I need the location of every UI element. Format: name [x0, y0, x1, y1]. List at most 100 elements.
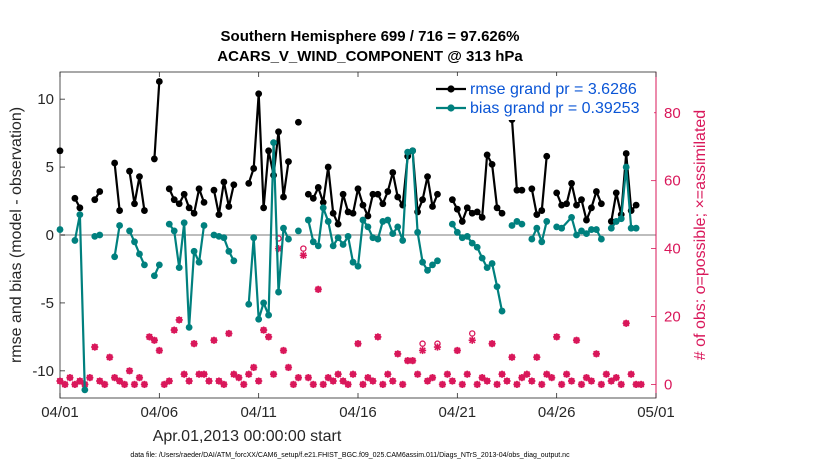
bias-point: [190, 247, 198, 255]
obs-assimilated-marker: [130, 380, 139, 389]
obs-possible-marker: [468, 330, 476, 337]
obs-assimilated-marker: [463, 370, 471, 378]
rmse-point: [131, 200, 138, 208]
obs-assimilated-stroke: [493, 381, 501, 388]
rmse-point: [230, 181, 238, 189]
rmse-point: [528, 185, 536, 193]
obs-count-series: [56, 235, 645, 389]
obs-assimilated-marker: [423, 377, 432, 385]
obs-assimilated-marker: [86, 374, 94, 382]
bias-point: [488, 260, 496, 267]
y-tick-label: 10: [37, 91, 54, 108]
obs-assimilated-stroke: [116, 377, 123, 385]
obs-assimilated-marker: [66, 374, 74, 382]
obs-assimilated-stroke: [478, 374, 486, 381]
obs-assimilated-marker: [508, 353, 516, 361]
obs-assimilated-stroke: [185, 377, 193, 385]
obs-assimilated-marker: [443, 370, 451, 378]
bias-point: [573, 231, 580, 239]
bias-point: [463, 232, 471, 240]
obs-assimilated-stroke: [265, 333, 272, 341]
obs-assimilated-marker: [111, 374, 119, 382]
legend: rmse grand pr = 3.6286 bias grand pr = 0…: [434, 76, 654, 120]
obs-assimilated-marker: [528, 377, 536, 385]
obs-assimilated-marker: [150, 336, 158, 344]
obs-assimilated-marker: [125, 367, 134, 375]
obs-possible-marker: [300, 245, 307, 252]
obs-assimilated-marker: [538, 380, 546, 389]
obs-assimilated-marker: [190, 340, 198, 348]
rmse-point: [329, 209, 337, 217]
rmse-point: [463, 204, 471, 212]
bias-point: [339, 241, 347, 248]
rmse-point: [593, 188, 600, 195]
obs-assimilated-stroke: [563, 370, 570, 378]
bias-point: [56, 226, 64, 233]
rmse-point: [170, 196, 178, 204]
x-tick-label: 04/16: [339, 404, 377, 421]
obs-assimilated-stroke: [156, 347, 163, 354]
obs-assimilated-stroke: [315, 286, 322, 293]
obs-assimilated-marker: [483, 377, 491, 385]
obs-assimilated-stroke: [459, 381, 466, 388]
rmse-point: [141, 207, 148, 214]
rmse-point: [136, 173, 143, 180]
rmse-point: [394, 193, 402, 201]
obs-assimilated-marker: [394, 350, 402, 358]
rmse-point: [478, 213, 486, 221]
obs-assimilated-stroke: [195, 370, 203, 378]
obs-assimilated-stroke: [379, 381, 387, 388]
bias-point: [285, 235, 292, 243]
bias-point: [632, 224, 640, 232]
chart-title-line2: ACARS_V_WIND_COMPONENT @ 313 hPa: [217, 48, 523, 65]
obs-assimilated-marker: [374, 333, 382, 341]
bias-point: [513, 218, 521, 225]
obs-assimilated-marker: [309, 380, 317, 389]
y-right-tick-label: 40: [664, 241, 681, 258]
obs-assimilated-stroke: [324, 374, 332, 381]
bias-point: [354, 262, 362, 270]
obs-assimilated-marker: [567, 377, 576, 385]
x-tick-label: 04/11: [240, 404, 276, 421]
obs-assimilated-stroke: [488, 340, 496, 347]
bias-point: [136, 250, 143, 258]
obs-assimilated-marker: [101, 380, 109, 389]
rmse-point: [533, 211, 541, 219]
bias-line: [113, 225, 121, 257]
obs-assimilated-marker: [255, 377, 263, 385]
obs-assimilated-stroke: [523, 370, 531, 378]
legend-box: [434, 76, 654, 120]
obs-assimilated-stroke: [166, 377, 173, 385]
obs-assimilated-stroke: [56, 377, 64, 385]
rmse-point: [225, 203, 233, 210]
obs-assimilated-marker: [379, 380, 387, 389]
obs-assimilated-stroke: [349, 370, 357, 378]
bias-point: [483, 264, 491, 271]
rmse-line: [153, 81, 161, 159]
obs-assimilated-marker: [587, 377, 596, 385]
obs-assimilated-marker: [493, 380, 501, 389]
obs-assimilated-marker: [76, 377, 84, 385]
rmse-point: [607, 218, 615, 225]
rmse-point: [453, 205, 461, 213]
y-tick-label: 0: [46, 227, 54, 244]
obs-assimilated-stroke: [96, 377, 103, 385]
obs-assimilated-marker: [220, 380, 228, 389]
rmse-point: [384, 188, 392, 195]
y-right-tick-label: 80: [664, 105, 681, 122]
obs-assimilated-marker: [235, 374, 243, 382]
obs-assimilated-stroke: [230, 370, 238, 378]
obs-assimilated-stroke: [146, 333, 153, 341]
bias-point: [76, 211, 84, 219]
obs-assimilated-marker: [612, 374, 620, 382]
obs-assimilated-stroke: [285, 364, 292, 371]
obs-assimilated-stroke: [454, 347, 461, 354]
obs-assimilated-stroke: [543, 370, 550, 378]
bias-point: [583, 230, 590, 238]
obs-assimilated-marker: [250, 363, 258, 372]
rmse-point: [76, 204, 84, 212]
rmse-point: [578, 196, 585, 204]
obs-assimilated-marker: [409, 357, 417, 365]
obs-assimilated-marker: [185, 377, 193, 385]
bias-point: [260, 299, 268, 307]
